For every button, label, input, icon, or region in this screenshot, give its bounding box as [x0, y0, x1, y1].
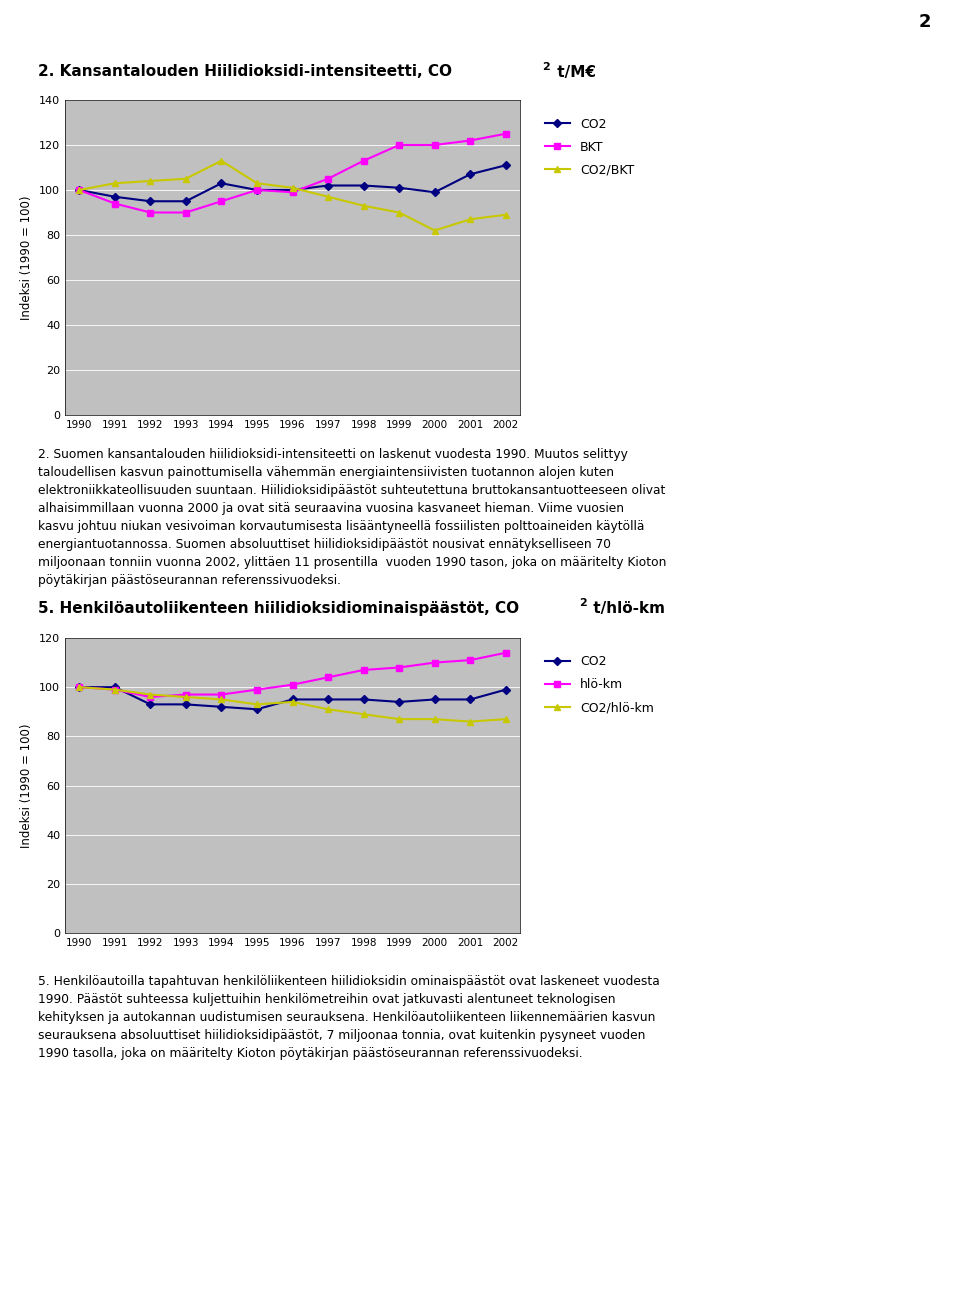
Text: taloudellisen kasvun painottumisella vähemmän energiaintensiivisten tuotannon al: taloudellisen kasvun painottumisella väh…: [38, 466, 614, 479]
Text: 2: 2: [579, 597, 587, 608]
Text: t/M€: t/M€: [552, 64, 596, 79]
Text: 2. Kansantalouden Hiilidioksidi-intensiteetti, CO: 2. Kansantalouden Hiilidioksidi-intensit…: [38, 64, 452, 79]
Legend: CO2, hlö-km, CO2/hlö-km: CO2, hlö-km, CO2/hlö-km: [540, 650, 659, 719]
Text: 1990. Päästöt suhteessa kuljettuihin henkilömetreihin ovat jatkuvasti alentuneet: 1990. Päästöt suhteessa kuljettuihin hen…: [38, 994, 616, 1005]
Text: 5. Henkilöautoliikenteen hiilidioksidiominaispäästöt, CO: 5. Henkilöautoliikenteen hiilidioksidiom…: [38, 600, 519, 616]
Text: kehityksen ja autokannan uudistumisen seurauksena. Henkilöautoliikenteen liikenn: kehityksen ja autokannan uudistumisen se…: [38, 1011, 656, 1024]
Legend: CO2, BKT, CO2/BKT: CO2, BKT, CO2/BKT: [540, 113, 639, 182]
Text: 2: 2: [542, 62, 550, 72]
Text: elektroniikkateollisuuden suuntaan. Hiilidioksidipäästöt suhteutettuna bruttokan: elektroniikkateollisuuden suuntaan. Hiil…: [38, 484, 666, 497]
Text: miljoonaan tonniin vuonna 2002, ylittäen 11 prosentilla  vuoden 1990 tason, joka: miljoonaan tonniin vuonna 2002, ylittäen…: [38, 555, 667, 569]
Text: alhaisimmillaan vuonna 2000 ja ovat sitä seuraavina vuosina kasvaneet hieman. Vi: alhaisimmillaan vuonna 2000 ja ovat sitä…: [38, 501, 624, 515]
Text: 2: 2: [919, 13, 931, 32]
Text: pöytäkirjan päästöseurannan referenssivuodeksi.: pöytäkirjan päästöseurannan referenssivu…: [38, 574, 342, 587]
Text: kasvu johtuu niukan vesivoiman korvautumisesta lisääntyneellä fossiilisten poltt: kasvu johtuu niukan vesivoiman korvautum…: [38, 520, 645, 533]
Text: t/hlö-km: t/hlö-km: [588, 600, 664, 616]
Text: energiantuotannossa. Suomen absoluuttiset hiilidioksidipäästöt nousivat ennätyks: energiantuotannossa. Suomen absoluuttise…: [38, 538, 612, 551]
Y-axis label: Indeksi (1990 = 100): Indeksi (1990 = 100): [20, 724, 34, 848]
Y-axis label: Indeksi (1990 = 100): Indeksi (1990 = 100): [20, 195, 34, 320]
Text: 2. Suomen kansantalouden hiilidioksidi-intensiteetti on laskenut vuodesta 1990. : 2. Suomen kansantalouden hiilidioksidi-i…: [38, 447, 628, 461]
Text: 1990 tasolla, joka on määritelty Kioton pöytäkirjan päästöseurannan referenssivu: 1990 tasolla, joka on määritelty Kioton …: [38, 1048, 583, 1059]
Text: 5. Henkilöautoilla tapahtuvan henkilöliikenteen hiilidioksidin ominaispäästöt ov: 5. Henkilöautoilla tapahtuvan henkilölii…: [38, 975, 660, 988]
Text: seurauksena absoluuttiset hiilidioksidipäästöt, 7 miljoonaa tonnia, ovat kuitenk: seurauksena absoluuttiset hiilidioksidip…: [38, 1029, 646, 1042]
